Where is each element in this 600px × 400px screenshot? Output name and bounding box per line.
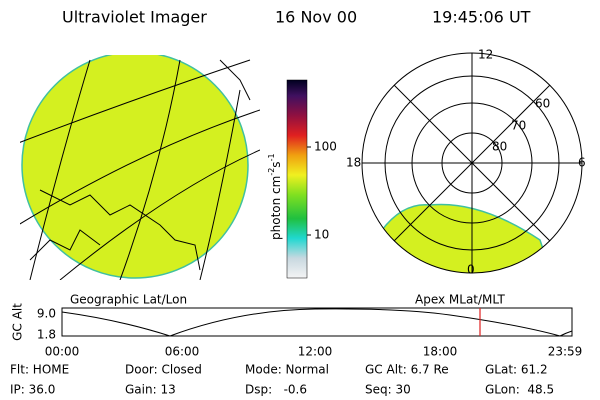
timeline-title: Geographic Lat/Lon — [70, 293, 187, 307]
info-field: GLat: 61.2 — [485, 363, 548, 377]
polar-plot: 12 18 6 0 60 70 80 — [346, 48, 586, 277]
time-label: 12:00 — [298, 345, 333, 359]
mlt-label: 6 — [578, 156, 586, 170]
colorbar-tick: 100 — [314, 140, 337, 154]
y-label: 9.0 — [37, 307, 56, 321]
time-label: 06:00 — [165, 345, 200, 359]
instrument: Ultraviolet Imager — [62, 8, 207, 27]
mlat-label: 80 — [492, 140, 507, 154]
timeline-title: Apex MLat/MLT — [415, 293, 505, 307]
header: Ultraviolet Imager 16 Nov 00 19:45:06 UT — [62, 8, 531, 27]
info-field: Seq: 30 — [365, 383, 411, 397]
mlt-label: 12 — [478, 48, 493, 62]
colorbar: 100 10 photon cm-2s-1 — [267, 79, 337, 279]
timeline: Geographic Lat/Lon Apex MLat/MLT GC Alt … — [11, 293, 583, 359]
colorbar-tick: 10 — [314, 228, 329, 242]
time-label: 18:00 — [423, 345, 458, 359]
y-label: 1.8 — [37, 328, 56, 342]
info-field: Dsp: -0.6 — [245, 383, 307, 397]
date: 16 Nov 00 — [275, 8, 357, 27]
info-field: Door: Closed — [125, 363, 202, 377]
time-label: 00:00 — [45, 345, 80, 359]
info-field: IP: 36.0 — [10, 383, 55, 397]
info-field: GLon: 48.5 — [485, 383, 554, 397]
colorbar-unit: photon cm-2s-1 — [267, 153, 283, 240]
time: 19:45:06 UT — [432, 8, 531, 27]
mlt-label: 0 — [467, 263, 475, 277]
info-field: Flt: HOME — [10, 363, 69, 377]
info-field: Mode: Normal — [245, 363, 329, 377]
geographic-image — [20, 55, 260, 280]
mlat-label: 70 — [511, 119, 526, 133]
info-field: Gain: 13 — [125, 383, 176, 397]
info-field: GC Alt: 6.7 Re — [365, 363, 449, 377]
axis-label: GC Alt — [11, 303, 25, 341]
time-label: 23:59 — [548, 345, 583, 359]
mlt-label: 18 — [346, 156, 361, 170]
mlat-label: 60 — [535, 97, 550, 111]
info-panel: Flt: HOME Door: Closed Mode: Normal GC Alt:… — [10, 363, 554, 397]
